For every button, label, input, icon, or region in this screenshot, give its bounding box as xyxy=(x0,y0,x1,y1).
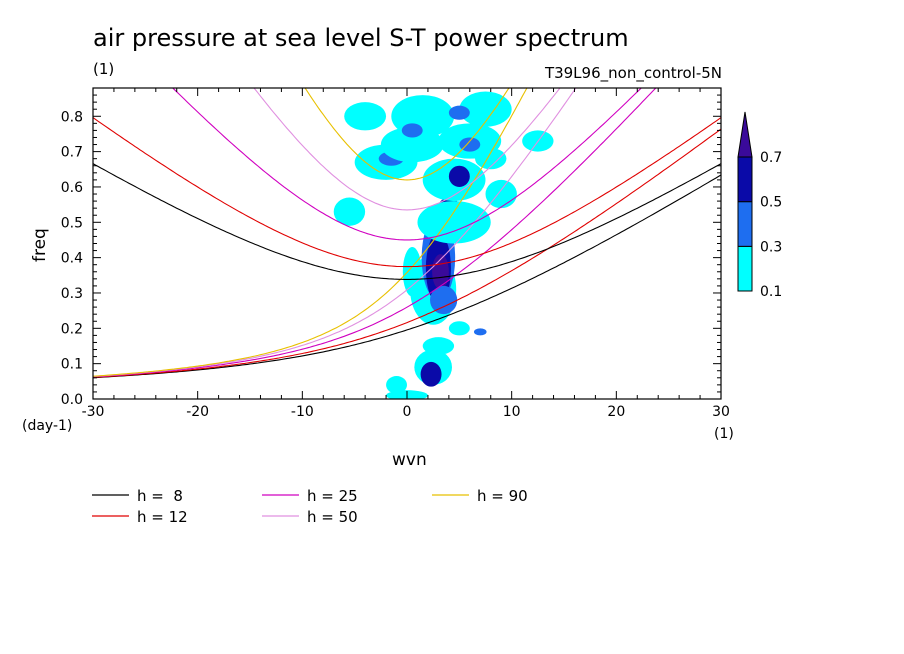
colorbar-segment xyxy=(737,201,753,247)
kelvin-curve-12 xyxy=(93,128,721,378)
y-tick-label: 0.0 xyxy=(61,392,83,408)
kelvin-curve-25 xyxy=(93,88,657,378)
chart-subtitle-experiment: T39L96_non_control-5N xyxy=(544,64,722,83)
kelvin-curve-50 xyxy=(93,88,577,378)
y-tick-label: 0.6 xyxy=(61,180,83,196)
x-tick-label: 20 xyxy=(607,404,625,420)
gravity-curve-50 xyxy=(253,88,561,211)
x-axis-unit: (1) xyxy=(714,426,734,442)
kelvin-curve-90 xyxy=(93,88,528,377)
x-tick-label: 30 xyxy=(712,404,730,420)
colorbar-label: 0.7 xyxy=(760,150,782,166)
y-tick-label: 0.4 xyxy=(61,251,83,267)
contour-region-24 xyxy=(386,376,407,394)
gravity-curve-90 xyxy=(304,88,510,181)
x-tick-label: -20 xyxy=(186,404,209,420)
legend-label: h = 12 xyxy=(137,508,188,526)
x-tick-label: -10 xyxy=(291,404,314,420)
y-axis-label: freq xyxy=(30,228,50,262)
dispersion-curves xyxy=(93,88,721,379)
legend-label: h = 25 xyxy=(307,487,358,505)
gravity-curve-8 xyxy=(93,163,721,280)
colorbar-arrow xyxy=(737,111,753,158)
contour-region-29 xyxy=(473,328,487,336)
colorbar-segment xyxy=(737,245,753,292)
x-tick-label: 10 xyxy=(503,404,521,420)
y-tick-label: 0.5 xyxy=(61,215,83,231)
contour-region-19 xyxy=(401,123,423,138)
gravity-curve-12 xyxy=(93,117,721,268)
contour-region-27 xyxy=(422,337,455,355)
contour-region-21 xyxy=(333,197,366,226)
contour-region-16 xyxy=(391,95,455,138)
y-tick-label: 0.2 xyxy=(61,321,83,337)
contour-region-20 xyxy=(448,105,470,120)
chart-title: air pressure at sea level S-T power spec… xyxy=(93,24,629,52)
y-tick-label: 0.3 xyxy=(61,286,83,302)
contour-region-18 xyxy=(459,91,512,127)
legend-label: h = 50 xyxy=(307,508,358,526)
colorbar-segment xyxy=(737,156,753,203)
colorbar-label: 0.3 xyxy=(760,239,782,255)
colorbar-label: 0.5 xyxy=(760,195,782,211)
gravity-curve-25 xyxy=(172,88,642,241)
y-axis-unit: (day-1) xyxy=(22,418,72,434)
y-tick-label: 0.1 xyxy=(61,357,83,373)
legend: h = 8 h = 12 h = 25 h = 50 h = 90 xyxy=(92,487,528,526)
contour-region-26 xyxy=(420,361,442,387)
y-tick-label: 0.7 xyxy=(61,145,83,161)
legend-label: h = 90 xyxy=(477,487,528,505)
x-axis-label: wvn xyxy=(392,450,427,470)
colorbar: 0.1 0.3 0.5 0.7 xyxy=(737,111,782,300)
x-tick-label: -30 xyxy=(82,404,105,420)
kelvin-curve-8 xyxy=(93,174,721,379)
contour-region-10 xyxy=(448,165,470,187)
axes: -30 -20 -10 0 10 20 30 0.0 0.1 0.2 0.3 0.4 0.5 0.6 0.7… xyxy=(61,88,730,420)
contour-region-17 xyxy=(344,102,387,131)
colorbar-label: 0.1 xyxy=(760,284,782,300)
contour-region-31 xyxy=(475,148,507,170)
legend-label: h = 8 xyxy=(137,487,183,505)
contour-region-8 xyxy=(417,201,491,244)
contour-region-22 xyxy=(485,179,517,209)
x-tick-label: 0 xyxy=(403,404,412,420)
contour-region-28 xyxy=(448,321,470,336)
spectrum-shading xyxy=(333,91,554,399)
contour-region-5 xyxy=(430,285,458,315)
contour-region-15 xyxy=(459,137,481,152)
chart-subtitle-unit: (1) xyxy=(93,60,114,78)
y-tick-label: 0.8 xyxy=(61,109,83,125)
